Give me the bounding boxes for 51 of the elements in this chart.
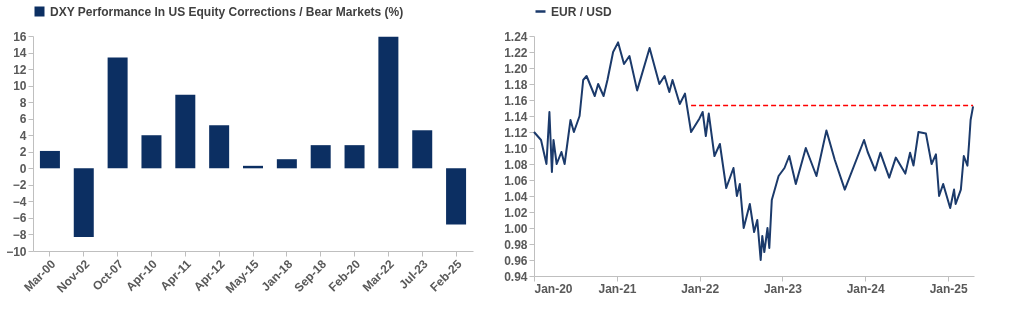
y-tick-label: 8 — [19, 95, 27, 110]
y-tick-label: 1.08 — [504, 157, 528, 172]
bar — [73, 168, 94, 237]
y-tick-label: 0 — [19, 161, 27, 176]
y-tick-label: 1.06 — [504, 173, 528, 188]
y-tick-label: 1.02 — [504, 205, 528, 220]
y-tick-label: −6 — [12, 211, 27, 226]
y-tick-label: 1.12 — [504, 125, 528, 140]
x-tick-label: Jan-23 — [763, 281, 803, 296]
bar — [209, 125, 230, 169]
y-tick-label: 0.96 — [504, 253, 528, 268]
bar — [175, 94, 196, 169]
y-tick-label: 1.24 — [504, 29, 528, 44]
x-tick-label: Jan-25 — [929, 281, 968, 296]
y-tick-label: 4 — [19, 128, 27, 143]
y-tick-label: 1.14 — [504, 109, 528, 124]
y-tick-label: −8 — [12, 227, 27, 242]
bar — [141, 135, 162, 169]
y-tick-label: 1.10 — [504, 141, 528, 156]
y-tick-label: 2 — [19, 145, 27, 160]
y-tick-label: 1.16 — [504, 93, 528, 108]
legend-label: DXY Performance In US Equity Corrections / Bear Markets (%) — [50, 4, 404, 19]
bar — [446, 168, 467, 225]
y-tick-label: −4 — [12, 194, 27, 209]
y-tick-label: 1.04 — [504, 189, 528, 204]
bar — [39, 150, 60, 169]
bar — [107, 57, 128, 169]
y-tick-label: 1.22 — [504, 45, 528, 60]
y-tick-label: 1.00 — [504, 221, 528, 236]
bar — [310, 145, 331, 169]
y-tick-label: 1.18 — [504, 77, 528, 92]
y-tick-label: 14 — [13, 46, 27, 61]
y-tick-label: 0.94 — [504, 269, 528, 284]
y-tick-label: 6 — [19, 112, 27, 127]
line-series — [533, 41, 975, 261]
bar — [412, 130, 433, 169]
x-tick-label: Jan-22 — [681, 281, 720, 296]
y-tick-label: 0.98 — [504, 237, 528, 252]
x-tick-label: Jan-24 — [846, 281, 886, 296]
x-tick-label: Jan-20 — [534, 281, 573, 296]
y-tick-label: 12 — [13, 62, 27, 77]
y-tick-label: 16 — [13, 29, 27, 44]
bar — [378, 36, 399, 169]
y-tick-label: −2 — [12, 178, 27, 193]
x-tick-label: Jan-21 — [598, 281, 637, 296]
legend-label: EUR / USD — [551, 4, 613, 19]
bar — [344, 145, 365, 169]
y-tick-label: −10 — [6, 244, 27, 259]
y-tick-label: 1.20 — [504, 61, 528, 76]
bar — [276, 159, 297, 169]
y-tick-label: 10 — [13, 79, 27, 94]
